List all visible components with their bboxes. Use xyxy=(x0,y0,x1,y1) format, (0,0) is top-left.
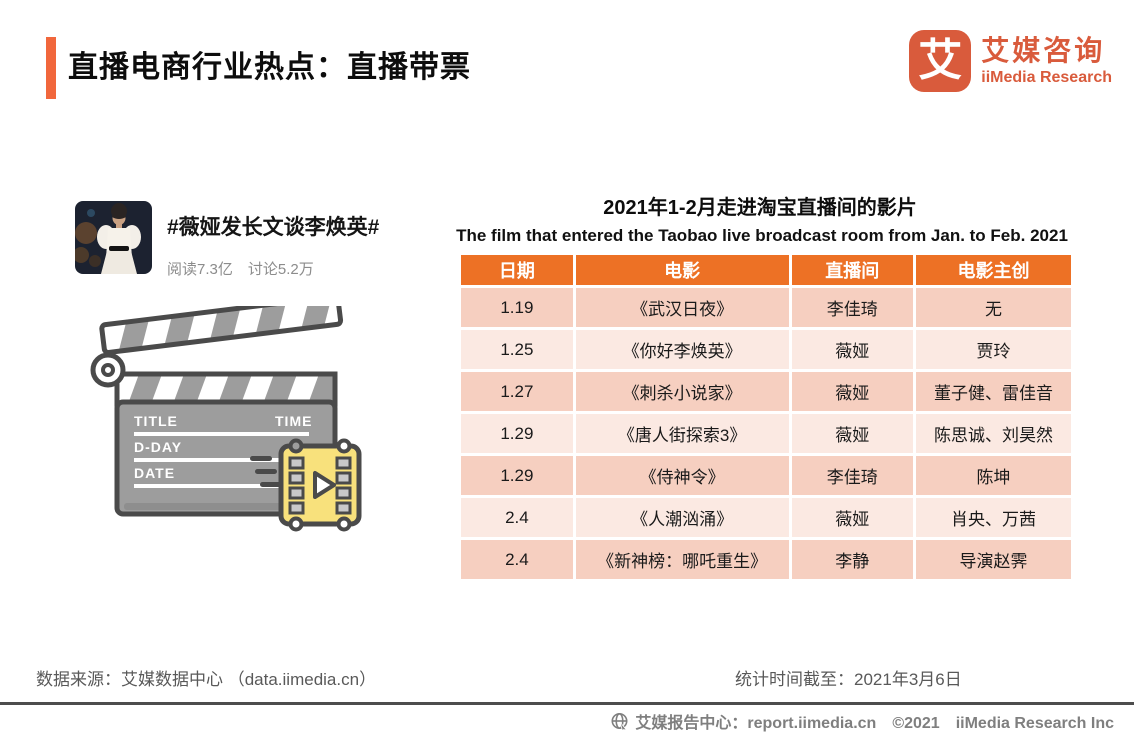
title-accent-bar xyxy=(46,37,56,99)
brand-name-cn: 艾媒咨询 xyxy=(981,35,1106,67)
table-column-header: 日期 xyxy=(461,255,573,285)
clapper-label-date: DATE xyxy=(134,465,175,481)
table-cell: 薇娅 xyxy=(791,372,913,411)
footer-divider xyxy=(0,702,1134,705)
clap-stick-icon xyxy=(99,294,344,355)
table-column-header: 电影主创 xyxy=(915,255,1071,285)
table-cell: 李静 xyxy=(791,540,913,579)
table-row: 1.27 《刺杀小说家》 薇娅 董子健、雷佳音 xyxy=(461,372,1071,411)
clapper-label-dday: D-DAY xyxy=(134,439,182,455)
table-row: 2.4 《新神榜：哪吒重生》 李静 导演赵霁 xyxy=(461,540,1071,579)
table-cell: 2.4 xyxy=(461,498,573,537)
table-cell: 《唐人街探索3》 xyxy=(575,414,789,453)
table-column-header: 电影 xyxy=(575,255,789,285)
table-cell: 贾玲 xyxy=(915,330,1071,369)
table-cell: 无 xyxy=(915,288,1071,327)
table-cell: 导演赵霁 xyxy=(915,540,1071,579)
table-cell: 薇娅 xyxy=(791,498,913,537)
table-row: 1.25 《你好李焕英》 薇娅 贾玲 xyxy=(461,330,1071,369)
table-row: 1.29 《唐人街探索3》 薇娅 陈思诚、刘昊然 xyxy=(461,414,1071,453)
globe-cursor-icon xyxy=(611,712,628,731)
table-cell: 1.25 xyxy=(461,330,573,369)
table-cell: 2.4 xyxy=(461,540,573,579)
avatar-illustration xyxy=(75,201,152,274)
table-cell: 《侍神令》 xyxy=(575,456,789,495)
stat-deadline-note: 统计时间截至：2021年3月6日 xyxy=(735,670,962,689)
table-cell: 1.27 xyxy=(461,372,573,411)
table-cell: 1.29 xyxy=(461,456,573,495)
table-cell: 《你好李焕英》 xyxy=(575,330,789,369)
report-center-text: 艾媒报告中心：report.iimedia.cn ©2021 iiMedia R… xyxy=(635,715,1114,732)
table-cell: 《人潮汹涌》 xyxy=(575,498,789,537)
clapper-body-icon: TITLE TIME D-DAY DATE xyxy=(114,399,338,517)
table-title-en: The film that entered the Taobao live br… xyxy=(456,226,1068,245)
table-row: 2.4 《人潮汹涌》 薇娅 肖央、万茜 xyxy=(461,498,1071,537)
table-column-header: 直播间 xyxy=(791,255,913,285)
data-source-note: 数据来源：艾媒数据中心 （data.iimedia.cn） xyxy=(36,670,377,689)
play-icon xyxy=(313,471,336,499)
clapper-label-title: TITLE xyxy=(134,413,178,429)
table-header-row: 日期 电影 直播间 电影主创 xyxy=(461,255,1071,285)
table-cell: 1.29 xyxy=(461,414,573,453)
table-row: 1.29 《侍神令》 李佳琦 陈坤 xyxy=(461,456,1071,495)
table-row: 1.19 《武汉日夜》 李佳琦无 xyxy=(461,288,1071,327)
clapper-label-time: TIME xyxy=(275,413,312,429)
table-cell: 薇娅 xyxy=(791,414,913,453)
table-cell: 李佳琦 xyxy=(791,288,913,327)
brand-name-en: iiMedia Research xyxy=(981,68,1112,86)
table-cell: 李佳琦 xyxy=(791,456,913,495)
table-cell: 董子健、雷佳音 xyxy=(915,372,1071,411)
page-title: 直播电商行业热点：直播带票 xyxy=(68,51,471,84)
table-cell: 陈坤 xyxy=(915,456,1071,495)
film-table: 日期 电影 直播间 电影主创 1.19 《武汉日夜》 李佳琦无 1.25 《你好李焕英》 薇娅贾… xyxy=(458,252,1074,582)
weibo-stats: 阅读7.3亿 讨论5.2万 xyxy=(167,261,314,278)
report-center-bar: 艾媒报告中心：report.iimedia.cn ©2021 iiMedia R… xyxy=(610,709,1114,733)
weibo-hashtag: #薇娅发长文谈李焕英# xyxy=(167,216,380,239)
film-table-body: 1.19 《武汉日夜》 李佳琦无 1.25 《你好李焕英》 薇娅 贾玲 1.27 《刺杀小说家》… xyxy=(461,288,1071,579)
clapper-hinge-icon xyxy=(90,352,126,388)
weibo-topic-card: #薇娅发长文谈李焕英# 阅读7.3亿 讨论5.2万 xyxy=(75,201,379,279)
table-cell: 肖央、万茜 xyxy=(915,498,1071,537)
table-cell: 1.19 xyxy=(461,288,573,327)
table-title-cn: 2021年1-2月走进淘宝直播间的影片 xyxy=(603,197,917,219)
table-cell: 陈思诚、刘昊然 xyxy=(915,414,1071,453)
brand-logo-icon: 艾 xyxy=(909,30,972,92)
clapperboard-illustration: TITLE TIME D-DAY DATE xyxy=(82,294,372,539)
avatar xyxy=(75,201,152,274)
table-cell: 《刺杀小说家》 xyxy=(575,372,789,411)
brand-logo: 艾 艾媒咨询 iiMedia Research xyxy=(909,30,1112,92)
film-ticket-icon xyxy=(278,438,362,532)
table-cell: 《武汉日夜》 xyxy=(575,288,789,327)
table-cell: 薇娅 xyxy=(791,330,913,369)
table-cell: 《新神榜：哪吒重生》 xyxy=(575,540,789,579)
